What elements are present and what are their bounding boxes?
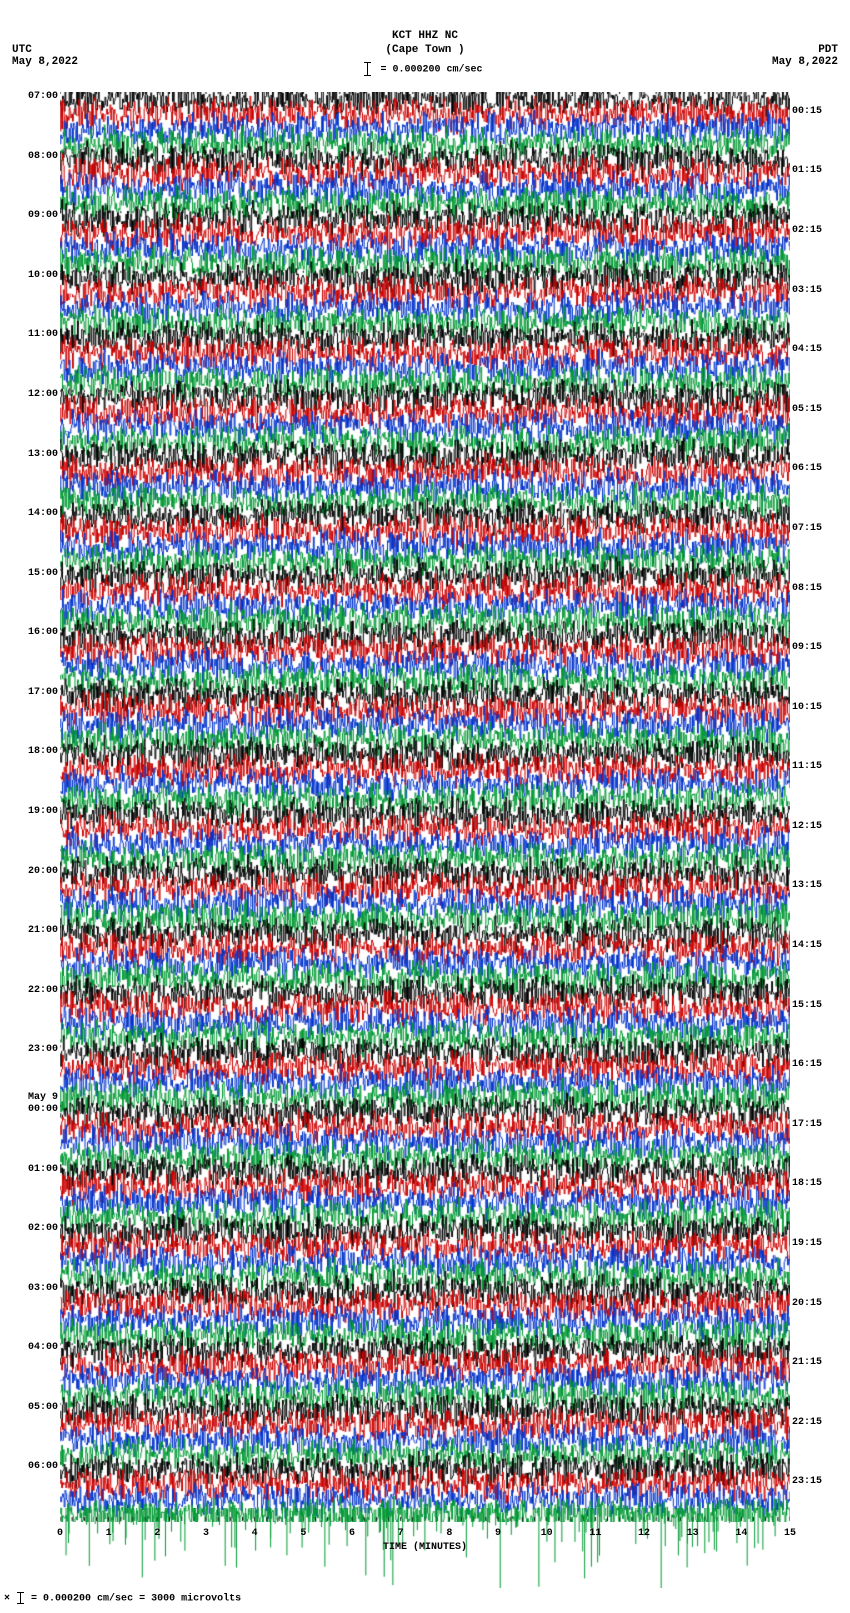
minute-tick: 14 xyxy=(735,1528,747,1539)
minute-tick: 4 xyxy=(252,1528,258,1539)
scale-text: = 0.000200 cm/sec xyxy=(380,65,482,76)
utc-date-marker: May 9 xyxy=(28,1092,58,1103)
minute-tick: 10 xyxy=(541,1528,553,1539)
pdt-hour-label: 11:15 xyxy=(792,761,822,772)
minute-tick: 5 xyxy=(300,1528,306,1539)
pdt-hour-label: 00:15 xyxy=(792,106,822,117)
pdt-hour-label: 07:15 xyxy=(792,523,822,534)
pdt-hour-label: 08:15 xyxy=(792,583,822,594)
pdt-hour-label: 21:15 xyxy=(792,1357,822,1368)
minute-tick: 0 xyxy=(57,1528,63,1539)
pdt-hour-label: 02:15 xyxy=(792,225,822,236)
pdt-hour-label: 18:15 xyxy=(792,1178,822,1189)
utc-date-inline: May 9 xyxy=(4,92,58,1522)
minute-tick: 3 xyxy=(203,1528,209,1539)
minute-tick: 13 xyxy=(687,1528,699,1539)
station-code: KCT HHZ NC xyxy=(0,30,850,42)
pdt-hour-label: 12:15 xyxy=(792,821,822,832)
pdt-hour-label: 14:15 xyxy=(792,940,822,951)
pdt-hour-label: 15:15 xyxy=(792,1000,822,1011)
pdt-hour-label: 03:15 xyxy=(792,285,822,296)
station-location: (Cape Town ) xyxy=(0,44,850,56)
footer-prefix: × xyxy=(4,1594,10,1605)
pdt-hour-label: 19:15 xyxy=(792,1238,822,1249)
minute-tick: 11 xyxy=(589,1528,601,1539)
minute-tick: 15 xyxy=(784,1528,796,1539)
pdt-hour-label: 22:15 xyxy=(792,1417,822,1428)
pdt-hour-label: 05:15 xyxy=(792,404,822,415)
pdt-hour-label: 23:15 xyxy=(792,1476,822,1487)
seismogram-page: UTC May 8,2022 PDT May 8,2022 KCT HHZ NC… xyxy=(0,0,850,1613)
minute-tick: 12 xyxy=(638,1528,650,1539)
pdt-hour-label: 13:15 xyxy=(792,880,822,891)
pdt-hour-label: 09:15 xyxy=(792,642,822,653)
minute-tick: 8 xyxy=(446,1528,452,1539)
minute-tick: 9 xyxy=(495,1528,501,1539)
helicorder-plot xyxy=(60,92,790,1522)
minute-tick: 6 xyxy=(349,1528,355,1539)
pdt-hour-label: 16:15 xyxy=(792,1059,822,1070)
pdt-hour-label: 20:15 xyxy=(792,1298,822,1309)
pdt-hour-label: 01:15 xyxy=(792,165,822,176)
pdt-hour-label: 10:15 xyxy=(792,702,822,713)
footer-scale-note: × = 0.000200 cm/sec = 3000 microvolts xyxy=(4,1592,241,1605)
minute-axis: TIME (MINUTES) 0123456789101112131415 xyxy=(60,1528,790,1568)
pdt-hour-label: 06:15 xyxy=(792,463,822,474)
pdt-hour-label: 17:15 xyxy=(792,1119,822,1130)
minute-tick: 1 xyxy=(106,1528,112,1539)
minute-axis-title: TIME (MINUTES) xyxy=(60,1542,790,1553)
header: UTC May 8,2022 PDT May 8,2022 KCT HHZ NC… xyxy=(0,0,850,80)
scale-bar-icon xyxy=(367,62,368,76)
minute-tick: 7 xyxy=(398,1528,404,1539)
footer-scale-bar-icon xyxy=(20,1592,21,1604)
minute-tick: 2 xyxy=(154,1528,160,1539)
seismogram-canvas xyxy=(60,92,790,1522)
pdt-hour-labels: 00:15 01:15 02:15 03:15 04:15 05:15 06:15 07:15… xyxy=(792,92,846,1522)
scale-legend: = 0.000200 cm/sec xyxy=(0,62,850,76)
footer-text: = 0.000200 cm/sec = 3000 microvolts xyxy=(31,1594,241,1605)
pdt-hour-label: 04:15 xyxy=(792,344,822,355)
